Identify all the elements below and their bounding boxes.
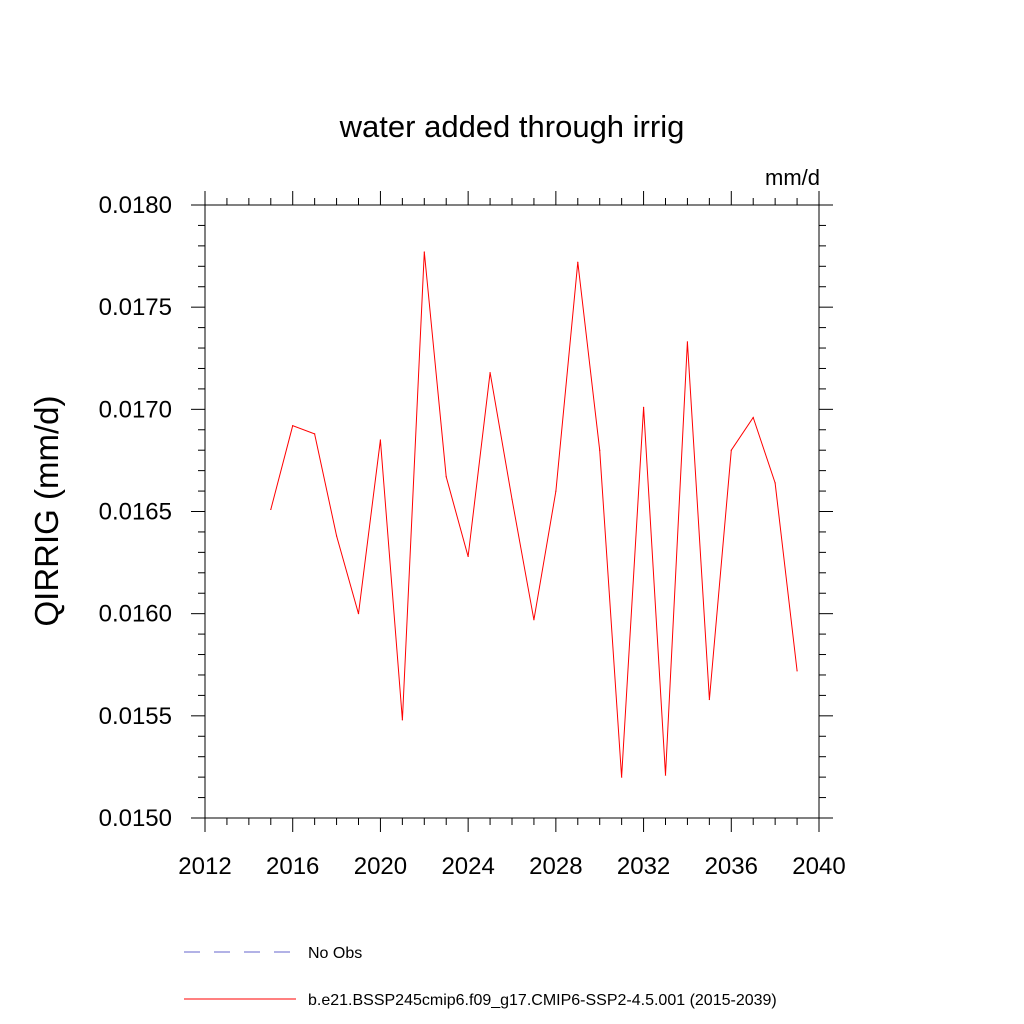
y-tick-label: 0.0160 — [99, 601, 172, 628]
data-point — [774, 482, 776, 484]
y-tick-label: 0.0180 — [99, 192, 172, 219]
legend: No Obs b.e21.BSSP245cmip6.f09_g17.CMIP6-S… — [184, 945, 777, 1009]
x-tick-label: 2012 — [178, 853, 231, 880]
y-tick-label: 0.0150 — [99, 805, 172, 832]
data-point — [621, 776, 623, 778]
data-point — [401, 719, 403, 721]
data-point — [708, 698, 710, 701]
x-tick-label: 2020 — [354, 853, 407, 880]
y-tick-label: 0.0155 — [99, 703, 172, 730]
data-point — [642, 406, 645, 408]
data-point — [686, 341, 689, 343]
x-tick-label: 2028 — [529, 853, 582, 880]
y-tick-label: 0.0165 — [99, 499, 172, 526]
data-point — [511, 498, 513, 500]
legend-label: b.e21.BSSP245cmip6.f09_g17.CMIP6-SSP2-4.… — [308, 992, 777, 1009]
data-point — [489, 371, 491, 374]
data-point — [270, 508, 272, 511]
data-point — [379, 439, 382, 441]
plot-frame — [204, 204, 820, 819]
units-label: mm/d — [765, 165, 820, 190]
x-tick-label: 2032 — [617, 853, 670, 880]
x-tick-label: 2016 — [266, 853, 319, 880]
y-tick-label: 0.0170 — [99, 396, 172, 423]
data-point — [796, 670, 798, 672]
data-point — [292, 425, 294, 427]
axis-tick-labels: 2012 2016 2020 2024 2028 2032 2036 2040 0.0150 0.… — [99, 192, 846, 880]
data-point — [357, 613, 360, 615]
data-point — [730, 449, 732, 451]
data-point — [423, 251, 425, 253]
series-line — [270, 251, 798, 778]
chart-title: water added through irrig — [339, 109, 685, 144]
axis-ticks — [191, 191, 833, 832]
legend-label: No Obs — [308, 945, 362, 962]
data-point — [664, 774, 667, 776]
data-point — [577, 261, 579, 263]
y-tick-label: 0.0175 — [99, 294, 172, 321]
data-point — [467, 555, 469, 558]
series-layer — [270, 251, 798, 778]
x-tick-label: 2024 — [441, 853, 494, 880]
data-point — [314, 433, 316, 435]
x-tick-label: 2040 — [792, 853, 845, 880]
data-point — [555, 490, 557, 492]
data-point — [599, 449, 601, 451]
x-tick-label: 2036 — [705, 853, 758, 880]
data-point — [533, 619, 535, 621]
data-point — [445, 476, 447, 478]
data-point — [752, 416, 754, 419]
data-point — [335, 535, 338, 537]
y-axis-label: QIRRIG (mm/d) — [28, 396, 65, 627]
